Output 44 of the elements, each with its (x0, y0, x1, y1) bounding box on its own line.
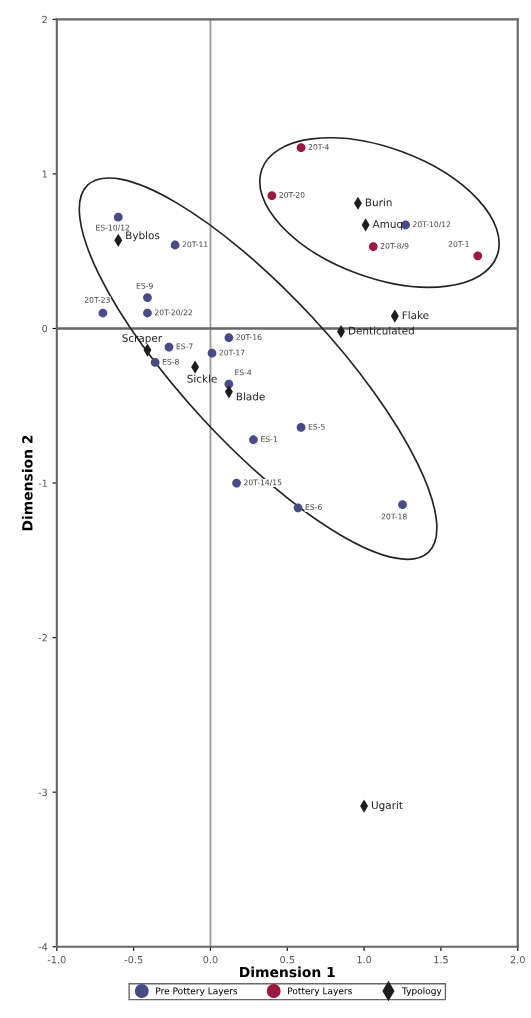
point (170, 240, 180, 250)
point (164, 342, 174, 352)
x-tick-label: -0.5 (124, 955, 143, 964)
legend-label: Pottery Layers (288, 987, 352, 997)
point (368, 242, 378, 251)
y-tick-label: -4 (38, 943, 48, 951)
y-tick-label: 2 (42, 15, 47, 24)
point (224, 333, 234, 343)
y-tick-label: -1 (38, 479, 47, 487)
annotation: Burin (365, 198, 392, 207)
point (267, 191, 277, 200)
point (249, 435, 258, 445)
point (296, 423, 306, 432)
annotation: Amuq (372, 220, 403, 230)
point (473, 251, 483, 261)
point (232, 478, 241, 488)
point (143, 293, 152, 302)
y-tick-label: 1 (42, 170, 47, 178)
annotation: Byblos (126, 231, 160, 242)
x-tick-label: 0.5 (280, 955, 295, 964)
y-tick-label: 0 (42, 324, 48, 333)
y-tick-label: -3 (38, 788, 48, 797)
x-axis-title: Dimension 1 (240, 966, 335, 978)
y-tick-label: -2 (38, 634, 47, 642)
annotation: Ugarit (371, 801, 403, 812)
point (113, 212, 123, 222)
point (207, 348, 217, 358)
legend-label: Pre Pottery Layers (156, 987, 238, 997)
x-tick-label: 1.0 (357, 955, 372, 964)
x-tick-label: 2.0 (510, 955, 525, 964)
legend-label: Typology (401, 987, 442, 997)
point (98, 308, 108, 318)
x-tick-label: -1.0 (47, 955, 66, 964)
x-tick-label: 0.0 (203, 955, 218, 964)
point (150, 358, 160, 367)
annotation: Sickle (187, 374, 217, 383)
x-tick-label: 1.5 (434, 956, 448, 964)
point (398, 500, 407, 510)
point (296, 143, 306, 153)
annotation: Flake (402, 311, 429, 320)
point (143, 308, 152, 318)
point (293, 503, 303, 513)
annotation: Blade (236, 392, 265, 401)
y-axis-title: Dimension 2 (21, 435, 33, 531)
